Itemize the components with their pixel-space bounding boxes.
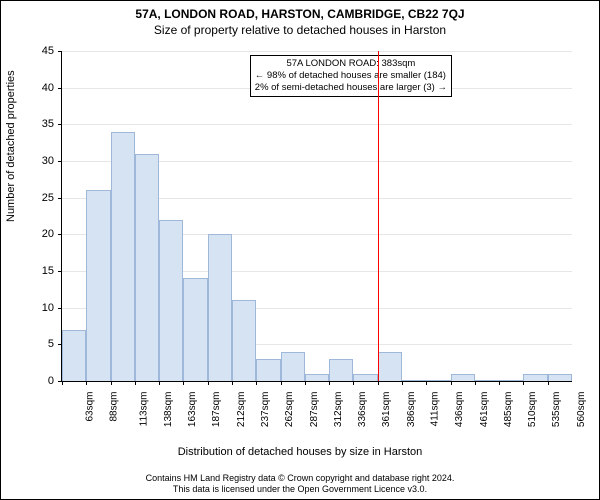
- xtick-label: 361sqm: [382, 392, 393, 428]
- ytick-label: 40: [29, 82, 54, 94]
- xtick-label: 187sqm: [212, 392, 223, 428]
- xtick-mark: [451, 381, 452, 385]
- histogram-bar: [426, 380, 450, 381]
- histogram-bar: [86, 190, 110, 381]
- histogram-bar: [499, 380, 523, 381]
- xtick-mark: [62, 381, 63, 385]
- ytick-label: 35: [29, 118, 54, 130]
- ytick-mark: [58, 124, 62, 125]
- ytick-label: 10: [29, 302, 54, 314]
- xtick-label: 312sqm: [333, 392, 344, 428]
- xtick-label: 63sqm: [85, 392, 96, 422]
- ytick-mark: [58, 234, 62, 235]
- xtick-mark: [256, 381, 257, 385]
- xtick-label: 560sqm: [576, 392, 587, 428]
- footer-line-2: This data is licensed under the Open Gov…: [1, 484, 599, 495]
- histogram-bar: [378, 352, 402, 381]
- histogram-bar: [402, 380, 426, 381]
- xtick-mark: [426, 381, 427, 385]
- xtick-mark: [159, 381, 160, 385]
- gridline: [62, 124, 572, 125]
- xtick-mark: [208, 381, 209, 385]
- histogram-bar: [159, 220, 183, 381]
- xtick-label: 461sqm: [479, 392, 490, 428]
- footer: Contains HM Land Registry data © Crown c…: [1, 473, 599, 495]
- xtick-mark: [523, 381, 524, 385]
- xtick-label: 88sqm: [109, 392, 120, 422]
- xtick-mark: [353, 381, 354, 385]
- chart-area: 57A LONDON ROAD: 383sqm ← 98% of detache…: [61, 51, 571, 401]
- xtick-mark: [499, 381, 500, 385]
- annotation-line-3: 2% of semi-detached houses are larger (3…: [255, 82, 447, 94]
- histogram-bar: [62, 330, 86, 381]
- marker-line: [378, 51, 379, 381]
- xtick-label: 510sqm: [527, 392, 538, 428]
- histogram-bar: [208, 234, 232, 381]
- histogram-bar: [475, 380, 499, 381]
- histogram-bar: [523, 374, 547, 381]
- xtick-label: 485sqm: [503, 392, 514, 428]
- histogram-bar: [305, 374, 329, 381]
- ytick-label: 0: [29, 375, 54, 387]
- page-title: 57A, LONDON ROAD, HARSTON, CAMBRIDGE, CB…: [1, 7, 599, 21]
- footer-line-1: Contains HM Land Registry data © Crown c…: [1, 473, 599, 484]
- chart-container: 57A, LONDON ROAD, HARSTON, CAMBRIDGE, CB…: [0, 0, 600, 500]
- y-axis-label: Number of detached properties: [5, 70, 17, 222]
- xtick-mark: [232, 381, 233, 385]
- xtick-mark: [329, 381, 330, 385]
- xtick-mark: [548, 381, 549, 385]
- xtick-mark: [281, 381, 282, 385]
- xtick-label: 436sqm: [454, 392, 465, 428]
- ytick-label: 15: [29, 265, 54, 277]
- annotation-line-2: ← 98% of detached houses are smaller (18…: [255, 70, 447, 82]
- xtick-label: 386sqm: [406, 392, 417, 428]
- xtick-label: 336sqm: [357, 392, 368, 428]
- histogram-bar: [281, 352, 305, 381]
- xtick-label: 287sqm: [309, 392, 320, 428]
- ytick-mark: [58, 198, 62, 199]
- x-axis-label: Distribution of detached houses by size …: [1, 446, 599, 458]
- ytick-mark: [58, 161, 62, 162]
- histogram-bar: [256, 359, 280, 381]
- xtick-label: 262sqm: [284, 392, 295, 428]
- ytick-label: 5: [29, 338, 54, 350]
- ytick-label: 20: [29, 228, 54, 240]
- ytick-label: 30: [29, 155, 54, 167]
- ytick-mark: [58, 308, 62, 309]
- xtick-label: 163sqm: [187, 392, 198, 428]
- ytick-mark: [58, 344, 62, 345]
- page-subtitle: Size of property relative to detached ho…: [1, 23, 599, 37]
- annotation-box: 57A LONDON ROAD: 383sqm ← 98% of detache…: [250, 55, 452, 97]
- ytick-mark: [58, 271, 62, 272]
- xtick-label: 411sqm: [429, 392, 440, 427]
- xtick-mark: [475, 381, 476, 385]
- histogram-bar: [183, 278, 207, 381]
- xtick-label: 535sqm: [552, 392, 563, 428]
- xtick-mark: [378, 381, 379, 385]
- histogram-bar: [329, 359, 353, 381]
- xtick-mark: [402, 381, 403, 385]
- xtick-label: 113sqm: [138, 392, 149, 427]
- xtick-mark: [86, 381, 87, 385]
- plot-region: 57A LONDON ROAD: 383sqm ← 98% of detache…: [61, 51, 572, 382]
- ytick-label: 25: [29, 192, 54, 204]
- xtick-mark: [111, 381, 112, 385]
- xtick-mark: [305, 381, 306, 385]
- ytick-label: 45: [29, 45, 54, 57]
- histogram-bar: [353, 374, 377, 381]
- xtick-label: 237sqm: [260, 392, 271, 428]
- xtick-label: 212sqm: [236, 392, 247, 428]
- ytick-mark: [58, 51, 62, 52]
- xtick-mark: [135, 381, 136, 385]
- xtick-label: 138sqm: [163, 392, 174, 428]
- histogram-bar: [232, 300, 256, 381]
- histogram-bar: [111, 132, 135, 381]
- histogram-bar: [135, 154, 159, 381]
- xtick-mark: [183, 381, 184, 385]
- histogram-bar: [451, 374, 475, 381]
- annotation-line-1: 57A LONDON ROAD: 383sqm: [255, 58, 447, 70]
- ytick-mark: [58, 88, 62, 89]
- histogram-bar: [548, 374, 572, 381]
- gridline: [62, 51, 572, 52]
